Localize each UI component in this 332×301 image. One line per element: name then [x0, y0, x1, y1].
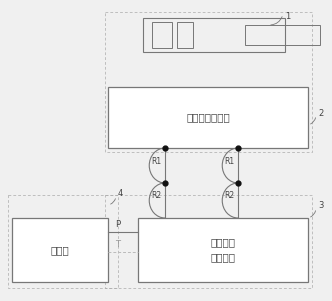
- Text: 油路切断
液压回路: 油路切断 液压回路: [210, 237, 235, 262]
- Text: 2: 2: [318, 108, 323, 117]
- Text: R1: R1: [151, 157, 161, 166]
- Text: 3: 3: [318, 201, 323, 210]
- Text: 1: 1: [285, 12, 290, 21]
- Text: T: T: [115, 240, 120, 249]
- Bar: [152, 22, 172, 48]
- Text: 4: 4: [118, 190, 123, 198]
- Text: R2: R2: [151, 191, 161, 200]
- Bar: [8, 195, 118, 288]
- Bar: [138, 218, 308, 282]
- Bar: [245, 25, 320, 45]
- Bar: [108, 87, 308, 148]
- Bar: [12, 218, 108, 282]
- Bar: [105, 195, 312, 288]
- Bar: [177, 22, 193, 48]
- Text: P: P: [115, 220, 120, 229]
- Text: 液压缸集成阀块: 液压缸集成阀块: [186, 113, 230, 123]
- Bar: [105, 12, 312, 152]
- Text: 动力源: 动力源: [50, 245, 69, 255]
- Text: R1: R1: [224, 157, 234, 166]
- Text: R2: R2: [224, 191, 234, 200]
- Bar: [143, 18, 285, 52]
